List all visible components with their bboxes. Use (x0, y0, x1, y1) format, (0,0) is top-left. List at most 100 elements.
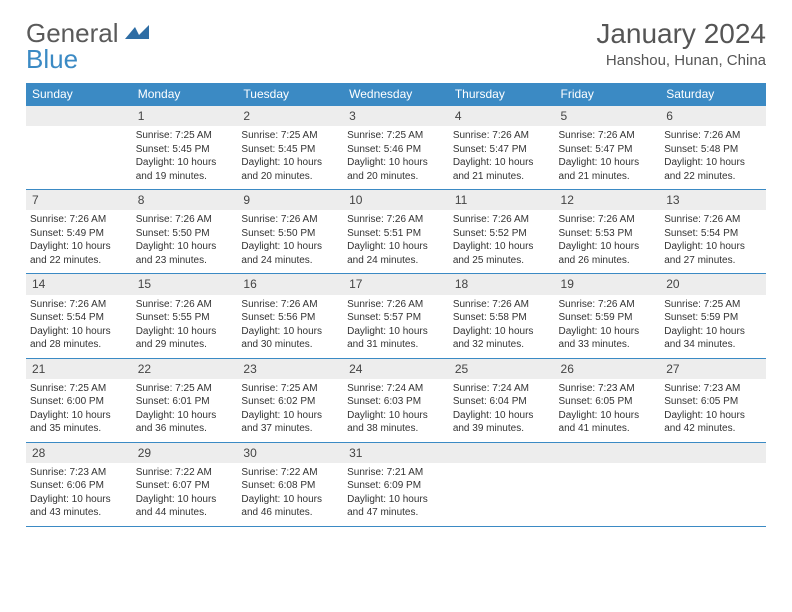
day-info-line: and 28 minutes. (30, 338, 128, 352)
day-number: 10 (343, 190, 449, 210)
day-number: 14 (26, 274, 132, 294)
day-info-line: Sunrise: 7:26 AM (559, 129, 657, 143)
day-info-line: and 26 minutes. (559, 254, 657, 268)
day-info-line: and 33 minutes. (559, 338, 657, 352)
dow-header: Tuesday (237, 83, 343, 106)
day-info-line: and 34 minutes. (664, 338, 762, 352)
day-number: 30 (237, 443, 343, 463)
day-info-line: Sunrise: 7:26 AM (453, 213, 551, 227)
day-info-line: and 38 minutes. (347, 422, 445, 436)
day-info-line: and 47 minutes. (347, 506, 445, 520)
day-info-line: Sunset: 5:58 PM (453, 311, 551, 325)
day-info-line: Sunrise: 7:26 AM (241, 298, 339, 312)
day-info-line: and 32 minutes. (453, 338, 551, 352)
day-number: 19 (555, 274, 661, 294)
day-number: 11 (449, 190, 555, 210)
day-info-line: Daylight: 10 hours (664, 409, 762, 423)
day-info-line: Sunset: 5:50 PM (241, 227, 339, 241)
day-info-line: Sunrise: 7:24 AM (347, 382, 445, 396)
day-info-line: Sunset: 5:57 PM (347, 311, 445, 325)
day-cell: 5Sunrise: 7:26 AMSunset: 5:47 PMDaylight… (555, 106, 661, 190)
day-info-line: Sunrise: 7:22 AM (136, 466, 234, 480)
day-info-line: Sunset: 5:46 PM (347, 143, 445, 157)
day-cell: 9Sunrise: 7:26 AMSunset: 5:50 PMDaylight… (237, 190, 343, 274)
day-info-line: Daylight: 10 hours (347, 493, 445, 507)
day-info-line: Sunset: 5:59 PM (559, 311, 657, 325)
day-info-line: Daylight: 10 hours (559, 156, 657, 170)
day-cell: 13Sunrise: 7:26 AMSunset: 5:54 PMDayligh… (660, 190, 766, 274)
dow-header: Friday (555, 83, 661, 106)
day-number: 5 (555, 106, 661, 126)
day-number: 22 (132, 359, 238, 379)
day-number: 27 (660, 359, 766, 379)
month-title: January 2024 (596, 18, 766, 50)
day-number: 12 (555, 190, 661, 210)
day-info-line: Sunset: 6:01 PM (136, 395, 234, 409)
day-info-line: Daylight: 10 hours (664, 156, 762, 170)
day-info-line: Sunset: 5:48 PM (664, 143, 762, 157)
day-info-line: Daylight: 10 hours (30, 493, 128, 507)
day-cell: 25Sunrise: 7:24 AMSunset: 6:04 PMDayligh… (449, 358, 555, 442)
dow-header: Saturday (660, 83, 766, 106)
day-number: 28 (26, 443, 132, 463)
day-info-line: and 37 minutes. (241, 422, 339, 436)
day-info-line: Daylight: 10 hours (241, 409, 339, 423)
day-cell: 3Sunrise: 7:25 AMSunset: 5:46 PMDaylight… (343, 106, 449, 190)
brand-part2: Blue (26, 44, 78, 75)
day-info-line: Sunrise: 7:25 AM (241, 129, 339, 143)
dow-header: Sunday (26, 83, 132, 106)
day-info-line: Sunrise: 7:26 AM (347, 213, 445, 227)
day-info-line: and 29 minutes. (136, 338, 234, 352)
day-number-empty (555, 443, 661, 463)
day-info-line: Sunrise: 7:25 AM (347, 129, 445, 143)
day-info-line: Sunrise: 7:26 AM (559, 213, 657, 227)
day-cell: 30Sunrise: 7:22 AMSunset: 6:08 PMDayligh… (237, 442, 343, 526)
day-info-line: Daylight: 10 hours (241, 240, 339, 254)
day-info-line: and 22 minutes. (30, 254, 128, 268)
day-info-line: Sunrise: 7:25 AM (664, 298, 762, 312)
day-cell (660, 442, 766, 526)
day-info-line: Sunrise: 7:23 AM (559, 382, 657, 396)
day-cell: 8Sunrise: 7:26 AMSunset: 5:50 PMDaylight… (132, 190, 238, 274)
day-info-line: Sunrise: 7:26 AM (30, 298, 128, 312)
day-info-line: Daylight: 10 hours (347, 240, 445, 254)
calendar-week-row: 14Sunrise: 7:26 AMSunset: 5:54 PMDayligh… (26, 274, 766, 358)
day-number: 4 (449, 106, 555, 126)
day-info-line: Sunrise: 7:25 AM (136, 382, 234, 396)
day-info-line: Daylight: 10 hours (559, 240, 657, 254)
dow-header: Monday (132, 83, 238, 106)
day-info-line: Sunset: 5:47 PM (453, 143, 551, 157)
day-cell: 26Sunrise: 7:23 AMSunset: 6:05 PMDayligh… (555, 358, 661, 442)
day-number: 3 (343, 106, 449, 126)
brand-wave-icon (125, 25, 149, 43)
day-cell: 4Sunrise: 7:26 AMSunset: 5:47 PMDaylight… (449, 106, 555, 190)
day-cell: 31Sunrise: 7:21 AMSunset: 6:09 PMDayligh… (343, 442, 449, 526)
day-info-line: and 43 minutes. (30, 506, 128, 520)
day-info-line: Sunset: 6:02 PM (241, 395, 339, 409)
day-info-line: and 24 minutes. (347, 254, 445, 268)
day-info-line: Daylight: 10 hours (453, 409, 551, 423)
day-cell: 28Sunrise: 7:23 AMSunset: 6:06 PMDayligh… (26, 442, 132, 526)
dow-header: Wednesday (343, 83, 449, 106)
day-cell: 10Sunrise: 7:26 AMSunset: 5:51 PMDayligh… (343, 190, 449, 274)
day-info-line: Sunrise: 7:25 AM (30, 382, 128, 396)
day-number: 1 (132, 106, 238, 126)
calendar-week-row: 1Sunrise: 7:25 AMSunset: 5:45 PMDaylight… (26, 106, 766, 190)
day-number: 2 (237, 106, 343, 126)
day-info-line: and 39 minutes. (453, 422, 551, 436)
day-info-line: Daylight: 10 hours (30, 240, 128, 254)
day-info-line: Sunset: 5:49 PM (30, 227, 128, 241)
day-number: 7 (26, 190, 132, 210)
day-info-line: Sunrise: 7:26 AM (347, 298, 445, 312)
day-info-line: Daylight: 10 hours (453, 156, 551, 170)
day-info-line: and 24 minutes. (241, 254, 339, 268)
day-cell: 22Sunrise: 7:25 AMSunset: 6:01 PMDayligh… (132, 358, 238, 442)
day-info-line: Daylight: 10 hours (347, 325, 445, 339)
location-label: Hanshou, Hunan, China (596, 52, 766, 69)
day-number: 6 (660, 106, 766, 126)
day-number: 20 (660, 274, 766, 294)
day-info-line: Sunrise: 7:26 AM (453, 298, 551, 312)
day-cell: 16Sunrise: 7:26 AMSunset: 5:56 PMDayligh… (237, 274, 343, 358)
day-info-line: Daylight: 10 hours (136, 493, 234, 507)
day-number-empty (26, 106, 132, 126)
